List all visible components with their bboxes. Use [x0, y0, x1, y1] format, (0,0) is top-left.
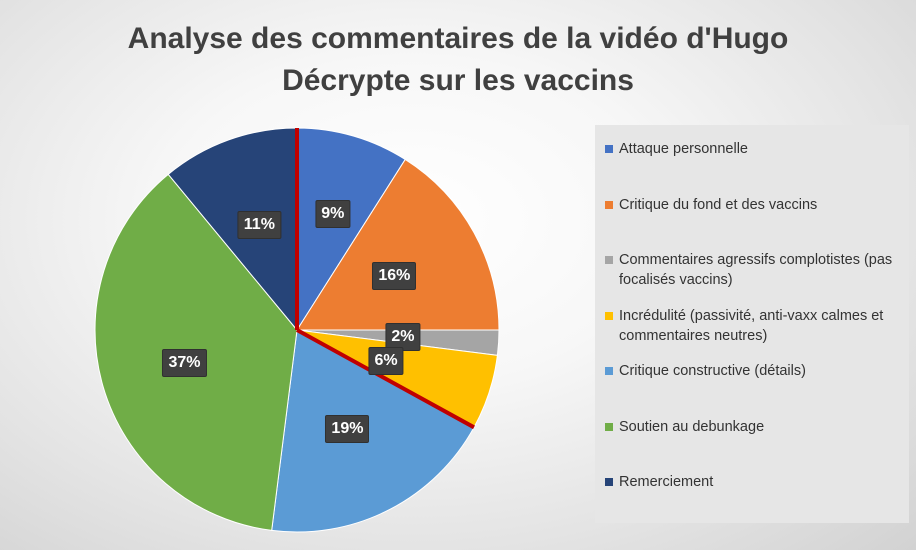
legend-label: Critique du fond et des vaccins [619, 196, 818, 213]
legend-item-6: Soutien au debunkage [595, 417, 909, 473]
pie-slice-2 [296, 158, 500, 331]
legend-swatch [605, 367, 613, 375]
data-label-5: 19% [326, 415, 369, 442]
pie-slice-7 [167, 127, 298, 332]
legend-swatch [605, 145, 613, 153]
data-label-3: 2% [386, 323, 420, 350]
data-label-2: 16% [373, 263, 416, 290]
legend-label: Incrédulité (passivité, anti-vaxx calmes… [619, 307, 884, 344]
legend-item-1: Attaque personnelle [595, 139, 909, 195]
data-label-6: 37% [163, 349, 206, 376]
legend-swatch [605, 200, 613, 209]
pie-slice-1 [296, 127, 406, 332]
highlight-divider-2 [296, 328, 475, 430]
legend-label: Attaque personnelle [619, 141, 748, 157]
legend-label: Critique constructive (détails) [619, 363, 806, 379]
data-label-1: 9% [316, 200, 350, 227]
legend-swatch [605, 256, 613, 264]
legend-swatch [605, 311, 613, 320]
legend-swatch [605, 422, 613, 431]
legend-item-3: Commentaires agressifs complotistes (pas… [595, 250, 909, 306]
legend-swatch [605, 478, 613, 486]
chart-title: Analyse des commentaires de la vidéo d'H… [0, 18, 916, 102]
chart-title-line-1: Analyse des commentaires de la vidéo d'H… [127, 22, 789, 55]
legend: Attaque personnelle Critique du fond et d… [595, 125, 909, 523]
legend-item-5: Critique constructive (détails) [595, 361, 909, 417]
data-label-7: 11% [238, 212, 280, 239]
chart-title-line-2: Décrypte sur les vaccins [282, 64, 634, 97]
legend-label: Commentaires agressifs complotistes (pas… [619, 252, 893, 288]
legend-item-4: Incrédulité (passivité, anti-vaxx calmes… [595, 306, 909, 362]
pie-slice-5 [271, 329, 475, 533]
legend-label: Remerciement [619, 474, 714, 490]
legend-label: Soutien au debunkage [619, 418, 765, 435]
legend-item-7: Remerciement [595, 472, 909, 528]
legend-item-2: Critique du fond et des vaccins [595, 195, 909, 251]
data-label-4: 6% [369, 348, 403, 375]
